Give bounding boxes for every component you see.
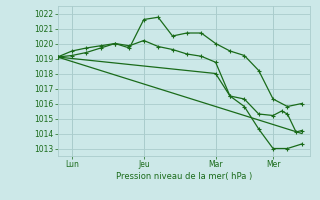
X-axis label: Pression niveau de la mer( hPa ): Pression niveau de la mer( hPa ) xyxy=(116,172,252,181)
